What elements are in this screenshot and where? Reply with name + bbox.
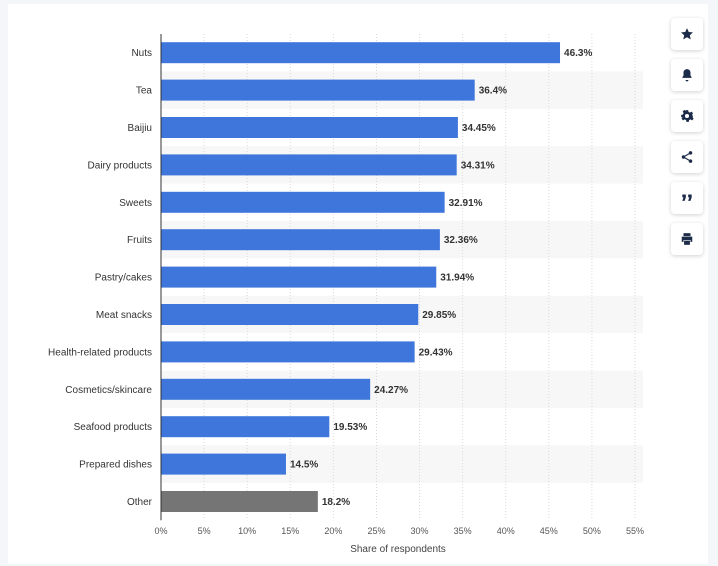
category-label: Fruits bbox=[127, 235, 152, 246]
data-label: 29.85% bbox=[422, 310, 456, 321]
category-label: Nuts bbox=[131, 48, 152, 59]
notification-button[interactable] bbox=[671, 59, 703, 91]
category-label: Meat snacks bbox=[96, 310, 152, 321]
x-tick-label: 10% bbox=[238, 526, 256, 536]
x-tick-label: 45% bbox=[540, 526, 558, 536]
category-label: Seafood products bbox=[74, 422, 152, 433]
x-tick-label: 55% bbox=[626, 526, 644, 536]
x-tick-label: 40% bbox=[497, 526, 515, 536]
bar bbox=[161, 79, 475, 101]
print-icon bbox=[681, 233, 693, 245]
chart-toolbar bbox=[671, 18, 705, 264]
bar bbox=[161, 453, 286, 475]
bell-icon bbox=[682, 69, 692, 82]
bar bbox=[161, 491, 318, 512]
bar bbox=[161, 266, 437, 288]
share-button[interactable] bbox=[671, 141, 703, 173]
bar-chart: Nuts 46.3% Tea 36.4% Baijiu 34.45% Dairy produ… bbox=[48, 34, 644, 555]
data-label: 32.91% bbox=[449, 198, 483, 209]
x-tick-label: 15% bbox=[281, 526, 299, 536]
favorite-button[interactable] bbox=[671, 18, 703, 50]
star-icon bbox=[681, 28, 693, 40]
data-label: 36.4% bbox=[479, 86, 507, 97]
data-label: 29.43% bbox=[419, 347, 453, 358]
bar bbox=[161, 229, 440, 251]
data-label: 46.3% bbox=[564, 48, 592, 59]
share-icon bbox=[681, 151, 693, 163]
category-label: Prepared dishes bbox=[79, 460, 152, 471]
category-label: Sweets bbox=[119, 198, 152, 209]
category-label: Other bbox=[127, 497, 153, 508]
data-label: 24.27% bbox=[374, 385, 408, 396]
chart-card: Nuts 46.3% Tea 36.4% Baijiu 34.45% Dairy produ… bbox=[8, 4, 708, 564]
x-tick-label: 5% bbox=[198, 526, 211, 536]
category-label: Cosmetics/skincare bbox=[65, 385, 152, 396]
bar bbox=[161, 117, 458, 138]
data-label: 18.2% bbox=[322, 497, 350, 508]
x-tick-label: 35% bbox=[454, 526, 472, 536]
category-label: Baijiu bbox=[128, 123, 152, 134]
bar bbox=[161, 42, 561, 64]
cite-button[interactable] bbox=[671, 182, 703, 214]
settings-button[interactable] bbox=[671, 100, 703, 132]
x-tick-label: 0% bbox=[154, 526, 167, 536]
category-label: Tea bbox=[136, 86, 153, 97]
bar bbox=[161, 191, 445, 213]
x-axis-title: Share of respondents bbox=[350, 544, 446, 555]
bar bbox=[161, 378, 371, 400]
category-label: Health-related products bbox=[48, 347, 152, 358]
data-label: 19.53% bbox=[333, 422, 367, 433]
x-tick-label: 25% bbox=[367, 526, 385, 536]
x-tick-label: 50% bbox=[583, 526, 601, 536]
data-label: 14.5% bbox=[290, 460, 318, 471]
bar bbox=[161, 341, 415, 363]
category-label: Dairy products bbox=[88, 160, 152, 171]
data-label: 34.31% bbox=[461, 160, 495, 171]
data-label: 32.36% bbox=[444, 235, 478, 246]
quote-icon bbox=[682, 194, 692, 201]
bar bbox=[161, 416, 330, 438]
bar bbox=[161, 154, 457, 176]
data-label: 34.45% bbox=[462, 123, 496, 134]
bar bbox=[161, 304, 419, 325]
x-tick-label: 30% bbox=[411, 526, 429, 536]
x-tick-label: 20% bbox=[324, 526, 342, 536]
category-label: Pastry/cakes bbox=[95, 273, 152, 284]
print-button[interactable] bbox=[671, 223, 703, 255]
gear-icon bbox=[681, 109, 694, 122]
data-label: 31.94% bbox=[440, 273, 474, 284]
